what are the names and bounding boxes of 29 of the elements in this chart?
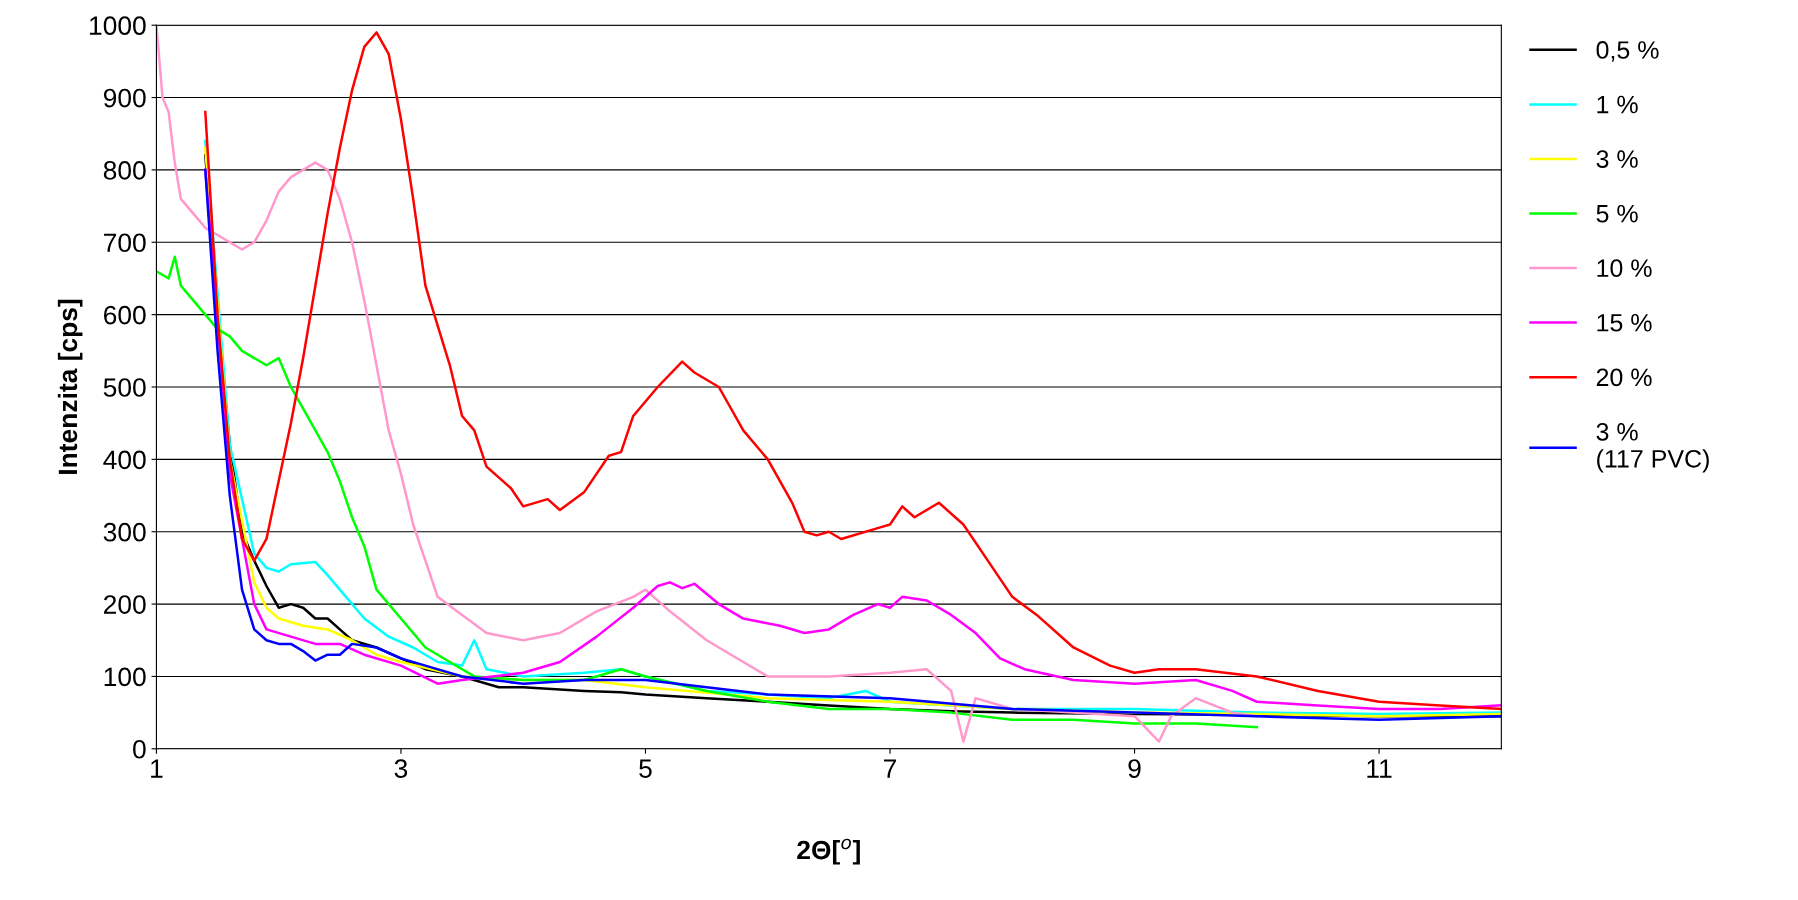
line-series bbox=[156, 255, 1259, 729]
legend-label: 5 % bbox=[1596, 204, 1638, 223]
legend-label: 0,5 % bbox=[1596, 41, 1659, 62]
y-tick-label: 600 bbox=[104, 305, 146, 325]
line-series bbox=[204, 31, 1502, 711]
y-tick-label: 0 bbox=[133, 739, 146, 759]
x-tick-label: 7 bbox=[884, 759, 897, 778]
y-axis-title: Intenzita [cps] bbox=[57, 299, 83, 474]
y-tick-label: 200 bbox=[104, 595, 146, 614]
legend-label: 15 % bbox=[1597, 314, 1652, 332]
x-tick-label: 9 bbox=[1128, 759, 1141, 778]
y-tick-label: 300 bbox=[103, 522, 146, 542]
y-tick-label: 800 bbox=[103, 161, 146, 180]
y-tick-label: 900 bbox=[103, 88, 146, 108]
x-tick-label: 1 bbox=[151, 759, 163, 778]
y-tick-label: 700 bbox=[104, 233, 146, 253]
x-tick-label: 5 bbox=[639, 759, 652, 778]
x-axis-title: 2Θ[$^{o}$] bbox=[797, 838, 860, 865]
legend-label: 1 % bbox=[1597, 95, 1638, 114]
y-tick-label: 1000 bbox=[90, 16, 146, 36]
legend-label: 10 % bbox=[1597, 259, 1652, 278]
y-tick-label: 400 bbox=[103, 450, 146, 470]
x-tick-label: 11 bbox=[1367, 759, 1392, 778]
legend-label: 20 % bbox=[1596, 368, 1652, 387]
y-tick-label: 500 bbox=[103, 378, 146, 397]
legend-label: 3 % (117 PVC) bbox=[1596, 423, 1709, 473]
x-tick-label: 3 bbox=[394, 759, 408, 778]
y-tick-label: 100 bbox=[104, 667, 146, 687]
legend-label: 3 % bbox=[1596, 150, 1638, 168]
